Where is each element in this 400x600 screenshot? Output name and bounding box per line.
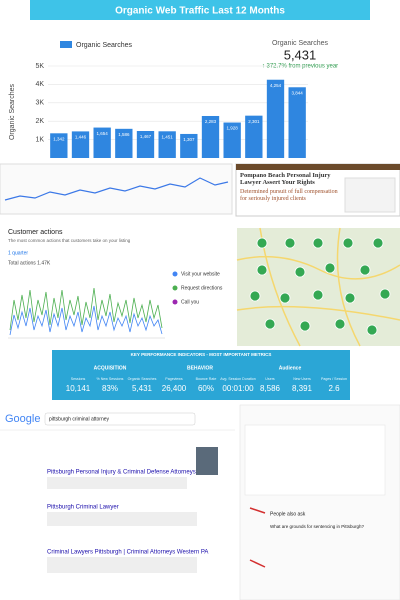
kpi-value: 26,400 — [162, 384, 187, 393]
summary-value: 5,431 — [284, 47, 317, 62]
bar — [201, 115, 220, 158]
actions-legend: Visit your website — [181, 271, 220, 277]
search-query: pittsburgh criminal attorney — [49, 416, 110, 422]
kpi-name: New Users — [293, 377, 311, 381]
y-tick-label: 2K — [35, 118, 44, 125]
kpi-name: Pages / Session — [321, 377, 347, 381]
actions-total: Total actions 1.47K — [8, 260, 51, 266]
actions-subtitle: The most common actions that customers t… — [8, 238, 131, 243]
y-tick-label: 3K — [35, 100, 44, 107]
bar-value-label: 1,586 — [118, 132, 130, 137]
kpi-name: Organic Searches — [128, 377, 157, 381]
kpi-title: KEY PERFORMANCE INDICATORS - MOST IMPORT… — [131, 352, 272, 357]
ad-title: Pompano Beach Personal Injury Lawyer Ass… — [240, 172, 331, 187]
kpi-value: 83% — [102, 384, 118, 393]
bar-value-label: 1,928 — [227, 126, 239, 131]
kpi-name: % New Sessions — [97, 377, 124, 381]
ad-form — [344, 177, 396, 213]
bar-value-label: 1,451 — [162, 134, 174, 139]
bar — [266, 79, 285, 158]
bar — [245, 115, 263, 158]
kpi-name: Pageviews — [165, 377, 183, 381]
kpi-value: 2.6 — [328, 384, 340, 393]
bar-value-label: 2,301 — [248, 119, 260, 124]
bar-value-label: 3,844 — [292, 90, 304, 95]
legend-dot — [172, 285, 178, 291]
kpi-value: 8,391 — [292, 384, 313, 393]
legend-dot — [172, 271, 178, 277]
search-box — [44, 412, 196, 426]
bar — [136, 131, 155, 158]
chart-title: Organic Web Traffic Last 12 Months — [115, 6, 285, 17]
result-snippet — [47, 477, 187, 489]
kpi-group: ACQUISITION — [94, 365, 127, 371]
kpi-value: 10,141 — [66, 384, 91, 393]
bar — [93, 127, 111, 158]
ad-subtitle: Determined pursuit of full compensation … — [240, 188, 338, 202]
kpi-value: 5,431 — [132, 384, 153, 393]
legend-dot — [172, 299, 178, 305]
kpi-name: Avg. Session Duration — [220, 377, 256, 381]
kpi-group: BEHAVIOR — [187, 365, 213, 371]
y-axis-title: Organic Searches — [9, 83, 16, 140]
y-tick-label: 4K — [35, 81, 44, 88]
map-roads — [236, 227, 400, 347]
bar — [115, 128, 133, 158]
actions-title: Customer actions — [8, 229, 63, 236]
kpi-value: 8,586 — [260, 384, 281, 393]
y-tick-label: 5K — [35, 63, 44, 70]
annotation-arrow — [249, 507, 266, 568]
actions-period: 1 quarter — [8, 250, 28, 256]
analytics-panel — [0, 163, 233, 215]
legend-swatch — [60, 41, 72, 48]
paa-snippet — [244, 424, 386, 496]
paa-heading: People also ask — [270, 511, 306, 517]
actions-line — [9, 305, 163, 336]
bar — [158, 131, 176, 158]
actions-panel — [0, 222, 232, 346]
kpi-value: 00:01:00 — [222, 384, 254, 393]
result-title: Pittsburgh Criminal Lawyer — [47, 505, 119, 511]
bar-value-label: 1,467 — [140, 134, 152, 139]
kpi-name: Bounce Rate — [196, 377, 217, 381]
bar — [71, 131, 90, 158]
google-logo: Google — [5, 413, 40, 425]
actions-legend: Call you — [181, 299, 199, 305]
bar — [288, 87, 306, 158]
bar-value-label: 1,307 — [183, 137, 195, 142]
kpi-group: Audience — [279, 365, 302, 371]
bar-value-label: 1,654 — [97, 131, 109, 136]
bar-value-label: 2,283 — [205, 119, 217, 124]
result-snippet — [47, 512, 197, 526]
kpi-name: Sessions — [71, 377, 86, 381]
analytics-line — [4, 177, 229, 201]
summary-label: Organic Searches — [272, 40, 329, 47]
actions-line — [9, 287, 163, 331]
actions-legend: Request directions — [181, 285, 223, 291]
ad-text: Pompano Beach Personal Injury Lawyer Ass… — [240, 172, 338, 202]
result-photo — [196, 447, 218, 475]
bar — [223, 122, 241, 158]
y-tick-label: 1K — [35, 136, 44, 143]
bar — [50, 133, 68, 158]
ad-bar — [236, 164, 400, 170]
result-title: Pittsburgh Personal Injury & Criminal De… — [47, 470, 196, 476]
bar-value-label: 1,446 — [75, 135, 87, 140]
map-clusters — [249, 237, 391, 336]
kpi-value: 60% — [198, 384, 214, 393]
bar-value-label: 1,342 — [53, 136, 65, 141]
result-title: Criminal Lawyers Pittsburgh | Criminal A… — [47, 550, 208, 556]
paa-question: What are grounds for sentencing in Pitts… — [270, 524, 365, 529]
legend-label: Organic Searches — [76, 42, 133, 49]
result-snippet — [47, 557, 197, 573]
kpi-name: Users — [265, 377, 275, 381]
kpi-panel — [52, 350, 350, 400]
bar — [180, 133, 198, 158]
title-band — [30, 0, 370, 20]
summary-change: ↑ 372.7% from previous year — [262, 64, 338, 70]
bar-value-label: 4,254 — [270, 83, 282, 88]
